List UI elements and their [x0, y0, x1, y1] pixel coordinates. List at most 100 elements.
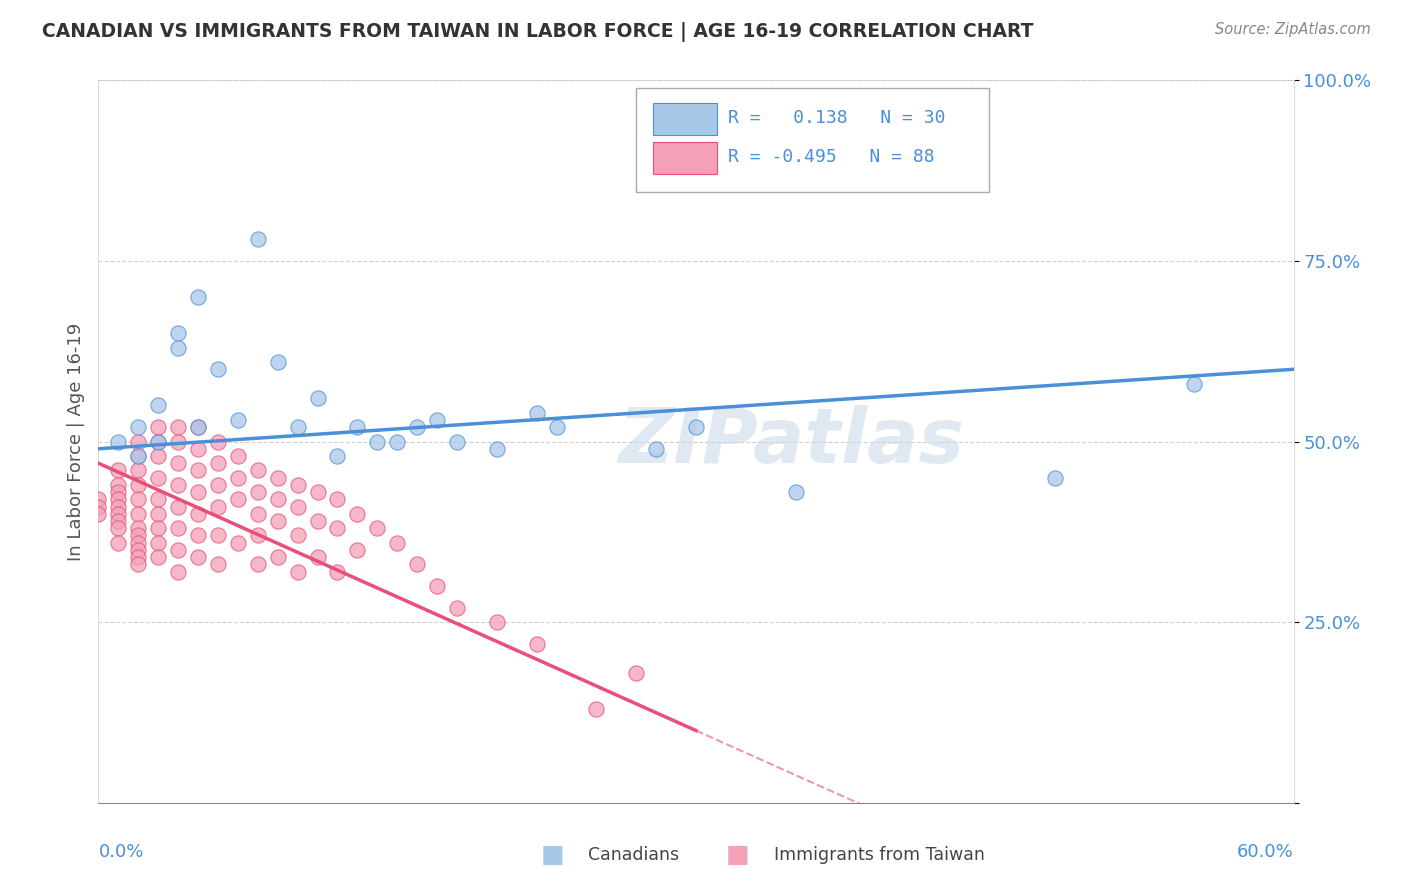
- Point: [307, 485, 329, 500]
- Point: [148, 507, 170, 521]
- Point: [226, 413, 249, 427]
- Point: [485, 442, 508, 456]
- Point: [526, 637, 548, 651]
- Point: [207, 528, 229, 542]
- Point: [127, 449, 149, 463]
- Point: [626, 665, 648, 680]
- Point: [326, 565, 349, 579]
- Point: [685, 420, 707, 434]
- Point: [127, 463, 149, 477]
- Point: [207, 478, 229, 492]
- Point: [107, 500, 129, 514]
- Point: [246, 528, 269, 542]
- Point: [167, 478, 190, 492]
- Point: [87, 507, 110, 521]
- Point: [107, 507, 129, 521]
- Y-axis label: In Labor Force | Age 16-19: In Labor Force | Age 16-19: [66, 322, 84, 561]
- FancyBboxPatch shape: [652, 143, 717, 174]
- Point: [127, 528, 149, 542]
- Point: [167, 521, 190, 535]
- Point: [267, 514, 290, 528]
- Text: Immigrants from Taiwan: Immigrants from Taiwan: [773, 847, 984, 864]
- Point: [287, 478, 309, 492]
- Point: [267, 492, 290, 507]
- Point: [267, 550, 290, 565]
- Point: [127, 492, 149, 507]
- Point: [187, 290, 209, 304]
- Point: [107, 463, 129, 477]
- Point: [406, 420, 429, 434]
- Point: [326, 521, 349, 535]
- Point: [107, 535, 129, 549]
- Text: 60.0%: 60.0%: [1237, 843, 1294, 861]
- Point: [148, 434, 170, 449]
- Point: [148, 535, 170, 549]
- Point: [406, 558, 429, 572]
- FancyBboxPatch shape: [637, 87, 988, 193]
- Point: [485, 615, 508, 630]
- Point: [187, 550, 209, 565]
- Point: [127, 507, 149, 521]
- FancyBboxPatch shape: [652, 103, 717, 136]
- Point: [187, 463, 209, 477]
- Point: [148, 434, 170, 449]
- Text: 0.0%: 0.0%: [98, 843, 143, 861]
- Text: CANADIAN VS IMMIGRANTS FROM TAIWAN IN LABOR FORCE | AGE 16-19 CORRELATION CHART: CANADIAN VS IMMIGRANTS FROM TAIWAN IN LA…: [42, 22, 1033, 42]
- Point: [446, 600, 468, 615]
- Point: [267, 355, 290, 369]
- Point: [127, 478, 149, 492]
- Text: ZIPatlas: ZIPatlas: [619, 405, 965, 478]
- Point: [148, 470, 170, 484]
- Point: [246, 558, 269, 572]
- Point: [167, 434, 190, 449]
- Point: [107, 492, 129, 507]
- Point: [187, 528, 209, 542]
- Point: [307, 391, 329, 405]
- Point: [127, 535, 149, 549]
- Point: [148, 521, 170, 535]
- Point: [107, 485, 129, 500]
- Point: [346, 420, 368, 434]
- Point: [127, 558, 149, 572]
- Point: [127, 434, 149, 449]
- Point: [187, 442, 209, 456]
- Point: [207, 434, 229, 449]
- Point: [187, 507, 209, 521]
- Point: [187, 485, 209, 500]
- Point: [307, 514, 329, 528]
- Point: [226, 535, 249, 549]
- Text: Source: ZipAtlas.com: Source: ZipAtlas.com: [1215, 22, 1371, 37]
- Point: [87, 500, 110, 514]
- Point: [226, 492, 249, 507]
- Point: [167, 456, 190, 470]
- Point: [246, 507, 269, 521]
- Point: [385, 535, 409, 549]
- Point: [645, 442, 668, 456]
- Text: ■: ■: [725, 843, 749, 866]
- Point: [207, 558, 229, 572]
- Point: [167, 326, 190, 340]
- Point: [127, 449, 149, 463]
- Point: [326, 492, 349, 507]
- Point: [226, 449, 249, 463]
- Point: [426, 579, 449, 593]
- Point: [267, 470, 290, 484]
- Point: [127, 542, 149, 557]
- Point: [207, 362, 229, 376]
- Point: [226, 470, 249, 484]
- Point: [167, 565, 190, 579]
- Point: [127, 550, 149, 565]
- Point: [167, 420, 190, 434]
- Point: [148, 492, 170, 507]
- Point: [246, 463, 269, 477]
- Point: [287, 500, 309, 514]
- Point: [107, 514, 129, 528]
- Point: [148, 398, 170, 412]
- Point: [366, 434, 388, 449]
- Point: [207, 456, 229, 470]
- Point: [585, 702, 607, 716]
- Point: [785, 485, 807, 500]
- Point: [307, 550, 329, 565]
- Point: [346, 507, 368, 521]
- Point: [366, 521, 388, 535]
